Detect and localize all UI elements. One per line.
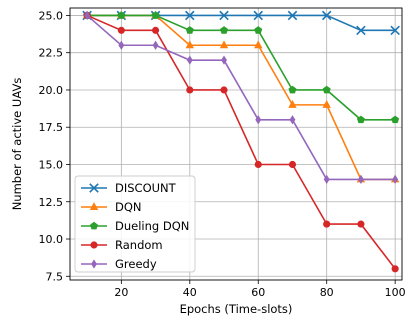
data-point (221, 55, 227, 65)
data-point (255, 115, 262, 125)
data-point (322, 85, 331, 94)
data-point (186, 86, 194, 94)
y-tick-label: 7.5 (46, 270, 64, 283)
data-point (287, 10, 298, 21)
legend-marker (89, 202, 99, 210)
legend-marker (91, 259, 97, 269)
plot-frame (69, 7, 403, 281)
data-point (321, 10, 332, 21)
data-point (186, 55, 193, 65)
data-point (289, 115, 296, 125)
data-point (118, 40, 125, 50)
y-tick-label: 10.0 (39, 233, 64, 246)
y-tick-label: 17.5 (39, 121, 64, 134)
y-tick-label: 12.5 (39, 196, 64, 209)
legend-item: Greedy (81, 257, 157, 271)
data-point (323, 220, 331, 228)
data-point (117, 11, 126, 19)
data-point (152, 40, 159, 50)
data-point (356, 25, 366, 36)
legend-box (74, 175, 196, 273)
series-line (87, 14, 396, 121)
data-point (219, 10, 229, 21)
data-point (356, 115, 365, 124)
y-tick-label: 15.0 (39, 158, 64, 171)
data-point (323, 174, 330, 185)
data-point (254, 40, 263, 49)
legend-label: Greedy (115, 257, 157, 271)
data-point (288, 100, 297, 108)
y-tick-label: 20.0 (39, 84, 64, 97)
data-point (117, 26, 125, 34)
data-point (220, 86, 228, 94)
y-axis-label: Number of active UAVs (10, 78, 24, 211)
data-point (219, 40, 229, 49)
data-point (220, 26, 229, 34)
legend: DISCOUNT DQN Dueling DQN Random Greedy (74, 175, 196, 273)
data-point (391, 265, 399, 273)
series-line (86, 14, 396, 181)
legend-label: DQN (115, 200, 142, 214)
data-point (391, 115, 400, 124)
legend-label: DISCOUNT (115, 181, 177, 195)
data-point (185, 26, 194, 34)
data-point (322, 100, 331, 108)
data-point (151, 26, 160, 34)
legend-item: Random (81, 238, 163, 252)
legend-label: Random (115, 238, 163, 252)
series-dueling-dqn (83, 11, 400, 124)
data-point (357, 174, 364, 185)
series-dqn (82, 10, 400, 183)
legend-marker (90, 221, 98, 230)
series-line (86, 14, 396, 270)
series-line (87, 14, 396, 181)
x-axis-label: Epochs (Time-slots) (180, 302, 293, 316)
data-point (392, 174, 399, 185)
data-point (253, 10, 264, 21)
data-point (288, 85, 297, 94)
x-axis: 20 40 60 80 100 (114, 280, 406, 299)
series-layer (82, 10, 400, 273)
y-tick-label: 22.5 (39, 47, 64, 60)
x-tick-label: 40 (183, 286, 197, 299)
legend-marker (89, 183, 99, 193)
data-point (185, 10, 195, 21)
legend-marker (90, 241, 98, 249)
data-point (151, 11, 160, 19)
series-line (87, 14, 396, 32)
x-tick-label: 100 (385, 286, 406, 299)
legend-item: Dueling DQN (81, 219, 189, 233)
legend-label: Dueling DQN (115, 219, 189, 233)
legend-item: DISCOUNT (81, 181, 177, 195)
data-point (254, 160, 262, 169)
data-point (390, 25, 400, 36)
series-greedy (84, 10, 399, 185)
legend-item: DQN (81, 200, 142, 214)
x-tick-label: 20 (114, 286, 128, 299)
x-tick-label: 80 (320, 286, 334, 299)
data-point (185, 40, 194, 49)
y-tick-label: 25.0 (39, 9, 64, 22)
data-point (288, 160, 297, 169)
data-point (84, 10, 91, 21)
data-point (254, 26, 263, 34)
y-axis: 7.5 10.0 12.5 15.0 17.5 20.0 22.5 25.0 (39, 9, 70, 283)
data-point (357, 220, 365, 228)
x-tick-label: 60 (251, 286, 265, 299)
